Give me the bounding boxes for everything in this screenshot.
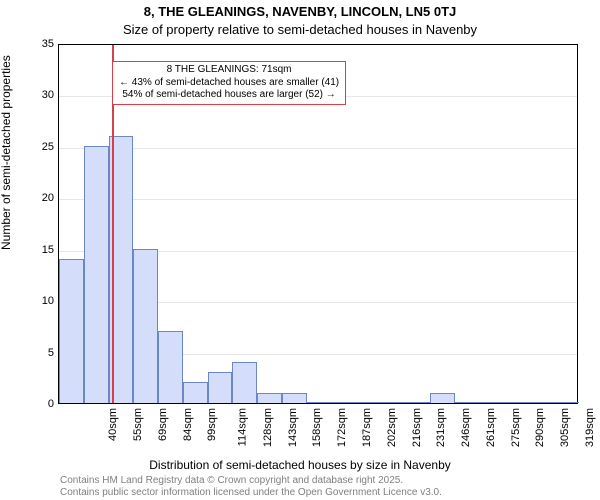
histogram-bar (430, 393, 455, 403)
x-tick-label: 55sqm (132, 408, 144, 441)
y-tick-label: 0 (30, 398, 54, 410)
histogram-bar (232, 362, 257, 403)
x-tick-label: 202sqm (386, 408, 398, 447)
histogram-bar (59, 259, 84, 403)
annotation-line3: 54% of semi-detached houses are larger (… (119, 89, 339, 102)
histogram-bar (133, 249, 158, 403)
histogram-bar (554, 402, 579, 403)
x-tick-label: 158sqm (312, 408, 324, 447)
y-tick-label: 10 (30, 295, 54, 307)
x-tick-label: 114sqm (237, 408, 249, 446)
x-tick-label: 290sqm (534, 408, 546, 447)
x-tick-label: 261sqm (485, 408, 497, 447)
annotation-line1: 8 THE GLEANINGS: 71sqm (119, 64, 339, 77)
histogram-bar (381, 402, 406, 403)
x-tick-label: 319sqm (584, 408, 596, 447)
annotation-box: 8 THE GLEANINGS: 71sqm← 43% of semi-deta… (112, 61, 346, 105)
x-tick-label: 246sqm (460, 408, 472, 447)
x-tick-label: 231sqm (435, 408, 447, 447)
histogram-bar (480, 402, 505, 403)
x-tick-label: 128sqm (262, 408, 274, 447)
x-tick-label: 99sqm (206, 408, 218, 441)
histogram-bar (158, 331, 183, 403)
histogram-bar (257, 393, 282, 403)
histogram-bar (282, 393, 307, 403)
chart-title-line1: 8, THE GLEANINGS, NAVENBY, LINCOLN, LN5 … (0, 4, 600, 19)
attribution: Contains HM Land Registry data © Crown c… (60, 475, 442, 498)
x-tick-label: 216sqm (411, 408, 423, 447)
y-tick-label: 20 (30, 192, 54, 204)
gridline (59, 148, 577, 149)
x-tick-label: 187sqm (361, 408, 373, 447)
attribution-line2: Contains public sector information licen… (60, 487, 442, 499)
gridline (59, 199, 577, 200)
y-tick-label: 25 (30, 141, 54, 153)
histogram-bar (455, 402, 480, 403)
y-tick-label: 5 (30, 347, 54, 359)
histogram-bar (529, 402, 554, 403)
histogram-bar (84, 146, 109, 403)
histogram-bar (331, 402, 356, 403)
x-tick-label: 143sqm (287, 408, 299, 447)
x-tick-label: 40sqm (107, 408, 119, 441)
x-tick-label: 305sqm (559, 408, 571, 447)
annotation-line2: ← 43% of semi-detached houses are smalle… (119, 77, 339, 90)
x-tick-label: 69sqm (157, 408, 169, 441)
histogram-bar (406, 402, 431, 403)
histogram-bar (208, 372, 233, 403)
x-tick-label: 275sqm (510, 408, 522, 447)
histogram-bar (183, 382, 208, 403)
y-tick-label: 15 (30, 244, 54, 256)
x-axis-label: Distribution of semi-detached houses by … (0, 458, 600, 472)
y-axis-label: Number of semi-detached properties (0, 55, 13, 250)
histogram-bar (356, 402, 381, 403)
y-tick-label: 30 (30, 89, 54, 101)
histogram-bar (505, 402, 530, 403)
x-tick-label: 84sqm (182, 408, 194, 441)
attribution-line1: Contains HM Land Registry data © Crown c… (60, 475, 442, 487)
histogram-bar (307, 402, 332, 403)
y-tick-label: 35 (30, 38, 54, 50)
x-tick-label: 172sqm (336, 408, 348, 447)
chart-title-line2: Size of property relative to semi-detach… (0, 22, 600, 37)
